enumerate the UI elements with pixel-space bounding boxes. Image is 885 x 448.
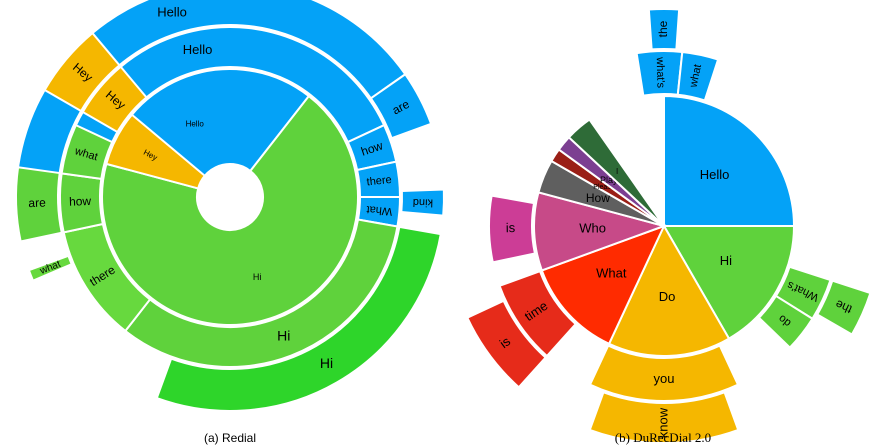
segment-label: you xyxy=(654,371,675,386)
segment-wedge xyxy=(15,166,63,243)
segment-what-l2[interactable]: what xyxy=(60,123,114,181)
segment-label: are xyxy=(28,196,46,211)
segment-time-l2[interactable]: time xyxy=(498,269,578,358)
segment-wedge xyxy=(647,8,681,51)
segment-are-l3[interactable]: are xyxy=(15,166,63,243)
segment-wedge xyxy=(662,225,796,340)
segment-wedge xyxy=(533,191,668,272)
segment-wedge xyxy=(400,188,445,217)
segment-label: how xyxy=(69,194,92,209)
segment-label: Hi xyxy=(720,253,732,268)
segment-label: the xyxy=(833,297,854,317)
segment-hey-l3[interactable]: Hey xyxy=(43,31,121,113)
segment-wedge xyxy=(588,391,740,444)
segment-there-l2[interactable]: there xyxy=(355,160,402,198)
segment-label: I xyxy=(616,167,618,176)
segment-label: how xyxy=(359,138,385,158)
segment-label: Do xyxy=(659,289,676,304)
segment-what-l1[interactable]: What xyxy=(540,224,666,346)
segment-label: Who xyxy=(579,221,606,236)
segment-label: Hi xyxy=(320,355,333,371)
segment-label: Play xyxy=(600,175,618,185)
segment-what-s-l2[interactable]: What's xyxy=(774,265,832,321)
segment-wedge xyxy=(488,194,537,264)
segment-label: Hello xyxy=(157,4,187,19)
segment-label: there xyxy=(366,174,392,189)
segment-label: what's xyxy=(654,56,667,89)
segment-wedge xyxy=(663,94,796,227)
segment-wedge xyxy=(105,113,207,190)
segment-i-l1[interactable]: I xyxy=(567,118,665,227)
segment-label: kind xyxy=(413,196,433,209)
segment-label: is xyxy=(506,220,516,235)
segment-wedge xyxy=(676,50,720,102)
segment-what-s-l2[interactable]: what's xyxy=(635,50,684,97)
segment-the-l3[interactable]: the xyxy=(815,279,872,336)
caption-redial: (a) Redial xyxy=(204,431,256,445)
segment-kind-l3[interactable]: kind xyxy=(400,188,445,217)
segment-wedge xyxy=(466,299,547,389)
segment-who-l1[interactable]: Who xyxy=(533,191,668,272)
segment-hi-l1[interactable]: Hi xyxy=(101,94,359,326)
segment-the-l3[interactable]: the xyxy=(647,8,681,51)
segment-label: Hello xyxy=(186,120,205,129)
segment-label: know xyxy=(655,407,670,438)
segment-wedge xyxy=(815,279,872,336)
segment-wedge xyxy=(81,65,148,134)
segment-do-l1[interactable]: Do xyxy=(607,223,731,357)
segment-label: How xyxy=(586,191,610,205)
segment-label: the xyxy=(656,20,670,37)
segment-label: What xyxy=(366,203,393,217)
segment-wedge xyxy=(101,94,359,326)
segment-how-l2[interactable]: how xyxy=(59,172,105,234)
segment-hello-l1[interactable]: Hello xyxy=(663,94,796,227)
segment-wedge xyxy=(27,254,73,282)
sunburst-redial: HelloHiHeyHellohowthereWhatHitherehowwha… xyxy=(14,0,445,412)
segment-is-l2[interactable]: is xyxy=(488,194,537,264)
segment-label: Hello xyxy=(183,42,213,57)
segment-label: Please xyxy=(593,184,615,191)
segment-hi-l1[interactable]: Hi xyxy=(662,225,796,340)
segment-what-l3[interactable]: what xyxy=(27,254,73,282)
segment-hi-l3[interactable]: Hi xyxy=(155,225,442,412)
segment-wedge xyxy=(588,344,740,402)
segment-wedge xyxy=(60,123,114,181)
segment-hey-l1[interactable]: Hey xyxy=(105,113,207,190)
segment-label: What xyxy=(596,266,627,281)
segment-wedge xyxy=(43,31,121,113)
segment-do-l2[interactable]: do xyxy=(757,294,814,349)
segment-label: what xyxy=(687,63,704,89)
segment-you-l2[interactable]: you xyxy=(588,344,740,402)
segment-wedge xyxy=(607,223,731,357)
segment-wedge xyxy=(498,269,578,358)
segment-label: Hi xyxy=(253,272,262,282)
segment-wedge xyxy=(757,294,814,349)
caption-durecdial: (b) DuRecDial 2.0 xyxy=(615,430,711,445)
segment-wedge xyxy=(540,224,666,346)
segment-wedge xyxy=(155,225,442,412)
segment-hey-l2[interactable]: Hey xyxy=(81,65,148,134)
segment-is-l3[interactable]: is xyxy=(466,299,547,389)
segment-what-l2[interactable]: what xyxy=(676,50,720,102)
segment-know-l3[interactable]: know xyxy=(588,391,740,444)
segment-wedge xyxy=(369,72,433,140)
segment-label: Hi xyxy=(277,328,290,344)
segment-wedge xyxy=(567,118,665,227)
segment-label: do xyxy=(776,312,793,329)
segment-there-l2[interactable]: there xyxy=(62,222,152,333)
segment-are-l3[interactable]: are xyxy=(369,72,433,140)
segment-label: Hello xyxy=(700,167,730,182)
segment-how-l2[interactable]: how xyxy=(346,123,398,172)
